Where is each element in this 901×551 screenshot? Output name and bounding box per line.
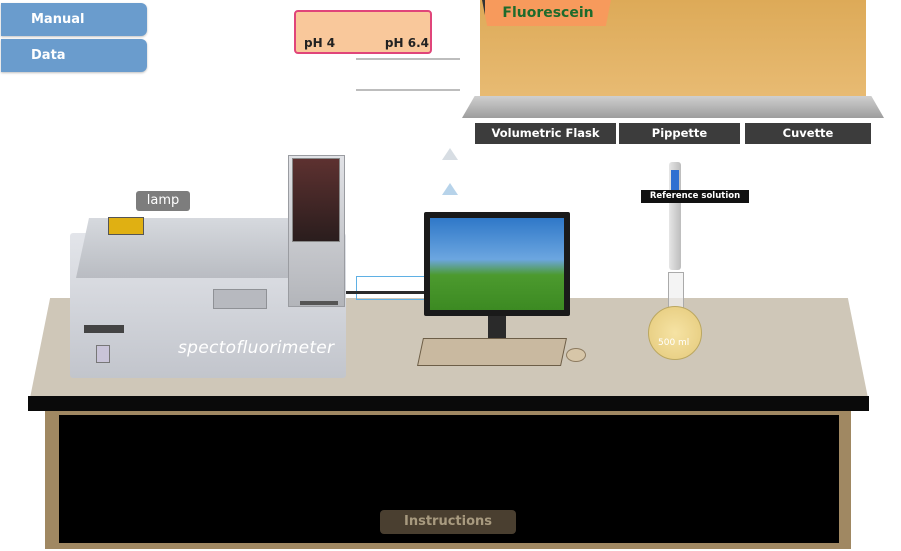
lamp-icon[interactable] (108, 217, 144, 235)
shelf-board (462, 96, 884, 118)
instructions-button[interactable]: Instructions (380, 510, 516, 534)
cuvette-slot-1-icon[interactable] (442, 148, 458, 160)
flask-volume-label: 500 ml (658, 338, 690, 348)
monitor-stand (488, 316, 506, 338)
pipette-button[interactable]: Pippette (619, 123, 740, 144)
manual-button[interactable]: Manual (1, 3, 147, 36)
mouse-icon (566, 348, 586, 362)
power-switch-icon[interactable] (96, 345, 110, 363)
reference-solution-tooltip: Reference solution (641, 190, 749, 203)
ph-left-label: pH 4 (304, 36, 336, 50)
shelf-line-2 (356, 89, 460, 91)
data-cable (346, 291, 426, 294)
pipette-grip (671, 170, 679, 192)
data-button[interactable]: Data (1, 39, 147, 72)
cuvette-button[interactable]: Cuvette (745, 123, 871, 144)
sample-compartment-lid[interactable] (292, 158, 340, 242)
fluorescein-label: Fluorescein (502, 5, 594, 21)
cuvette-slot-2-icon[interactable] (442, 183, 458, 195)
sample-slot (300, 301, 338, 305)
lab-table-edge (28, 396, 869, 411)
lamp-tooltip: lamp (136, 191, 190, 211)
desktop-screen[interactable] (430, 218, 564, 310)
ph-selector[interactable]: pH 4 pH 6.4 (294, 10, 432, 54)
control-panel[interactable] (213, 289, 267, 309)
instrument-label: spectofluorimeter (178, 338, 335, 358)
volumetric-flask[interactable] (648, 306, 702, 360)
fluorescein-tab[interactable]: Fluorescein (482, 0, 611, 26)
ph-right-label: pH 6.4 (384, 36, 429, 50)
volumetric-flask-button[interactable]: Volumetric Flask (475, 123, 616, 144)
brand-plate (84, 325, 124, 333)
shelf-line-1 (356, 58, 460, 60)
keyboard (417, 338, 567, 366)
